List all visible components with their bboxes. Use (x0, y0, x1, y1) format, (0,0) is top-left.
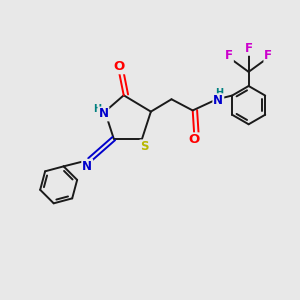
Text: S: S (140, 140, 149, 153)
Text: O: O (188, 134, 200, 146)
Text: O: O (114, 60, 125, 73)
Text: N: N (213, 94, 223, 107)
Text: N: N (98, 107, 109, 121)
Text: F: F (225, 49, 233, 62)
Text: N: N (82, 160, 92, 173)
Text: H: H (215, 88, 223, 98)
Text: F: F (264, 49, 272, 62)
Text: F: F (244, 42, 253, 55)
Text: H: H (93, 104, 101, 114)
